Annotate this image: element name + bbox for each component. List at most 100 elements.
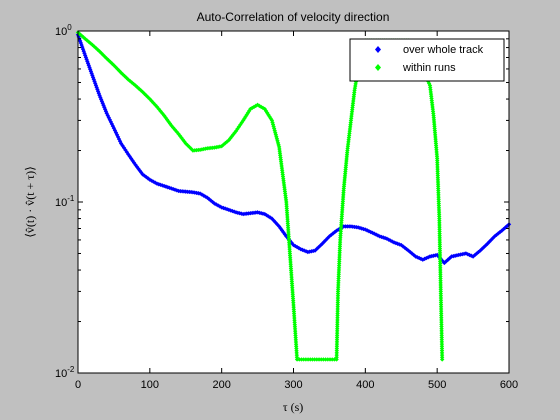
data-point [105, 113, 110, 118]
data-point [338, 224, 344, 230]
data-point [210, 199, 215, 205]
data-point [245, 110, 251, 115]
data-point [104, 111, 109, 116]
data-point [82, 51, 87, 56]
data-point [142, 91, 147, 96]
data-point [488, 237, 494, 243]
data-point [352, 90, 357, 95]
data-point [164, 117, 170, 122]
data-point [88, 41, 93, 46]
data-point [208, 198, 214, 203]
data-point [434, 145, 439, 150]
data-point [479, 246, 485, 252]
data-point [113, 64, 118, 70]
data-point [434, 151, 440, 157]
data-point [343, 167, 348, 172]
data-point [268, 116, 273, 121]
series-1 [75, 30, 445, 362]
data-point [212, 201, 217, 206]
data-point [430, 104, 435, 110]
data-point [118, 70, 124, 75]
data-point [169, 123, 174, 128]
data-point [501, 226, 506, 232]
data-point [424, 255, 429, 261]
data-point [346, 135, 352, 140]
series-layer [75, 30, 512, 362]
y-tick-label: 10-2 [55, 365, 75, 380]
data-point [342, 177, 347, 183]
data-point [271, 218, 276, 223]
data-point [366, 229, 372, 234]
data-point [283, 193, 288, 198]
data-point [115, 66, 120, 72]
data-point [277, 146, 282, 152]
data-point [260, 105, 266, 111]
data-point [314, 246, 320, 252]
data-point [77, 31, 82, 37]
data-point [286, 227, 291, 233]
data-point [174, 188, 179, 193]
data-point [79, 42, 84, 48]
data-point [426, 81, 432, 86]
x-tick-label: 200 [212, 379, 230, 391]
data-point [95, 47, 100, 52]
data-point [95, 87, 100, 92]
data-point [98, 97, 104, 102]
data-point [104, 56, 109, 61]
x-axis-label: τ (s) [283, 400, 303, 414]
data-point [505, 223, 510, 229]
data-point [284, 201, 289, 207]
data-point [167, 185, 172, 191]
data-point [340, 199, 346, 204]
data-point [435, 177, 441, 183]
data-point [399, 242, 404, 248]
data-point [91, 44, 97, 49]
data-point [431, 111, 436, 116]
data-point [95, 89, 101, 94]
data-point [342, 171, 348, 176]
data-point [325, 235, 330, 241]
data-point [381, 235, 386, 240]
data-point [447, 255, 452, 261]
data-point [89, 71, 94, 76]
data-point [117, 68, 122, 74]
legend-marker-within-runs [375, 64, 381, 71]
data-point [201, 193, 206, 198]
legend: over whole track within runs [349, 38, 505, 82]
data-point [85, 61, 91, 66]
chart-title: Auto-Correlation of velocity direction [197, 10, 390, 24]
data-point [487, 239, 492, 245]
data-point [286, 229, 291, 235]
data-point [129, 80, 135, 85]
data-point [353, 81, 358, 87]
data-point [435, 164, 440, 170]
data-point [102, 54, 108, 59]
data-point [85, 59, 90, 64]
data-point [280, 174, 286, 179]
data-point [490, 235, 496, 241]
data-point [131, 81, 136, 87]
data-point [274, 136, 280, 141]
data-point [425, 255, 431, 260]
data-point [96, 91, 102, 96]
data-point [90, 75, 96, 80]
data-point [122, 73, 127, 79]
data-point [350, 105, 355, 110]
data-point [116, 136, 122, 142]
x-tick-label: 400 [356, 379, 374, 391]
data-point [127, 78, 133, 84]
data-point [258, 104, 264, 110]
data-point [158, 109, 163, 114]
data-point [84, 38, 90, 43]
data-point [343, 160, 349, 166]
data-point [372, 231, 377, 236]
legend-box [349, 38, 505, 82]
data-point [330, 231, 336, 236]
data-point [273, 130, 278, 135]
data-point [83, 55, 89, 60]
data-point [291, 242, 296, 248]
data-point [170, 125, 176, 130]
data-point [282, 187, 287, 192]
y-axis-label: ⟨v̂(t) · v̂(t + τ)⟩ [23, 166, 37, 238]
